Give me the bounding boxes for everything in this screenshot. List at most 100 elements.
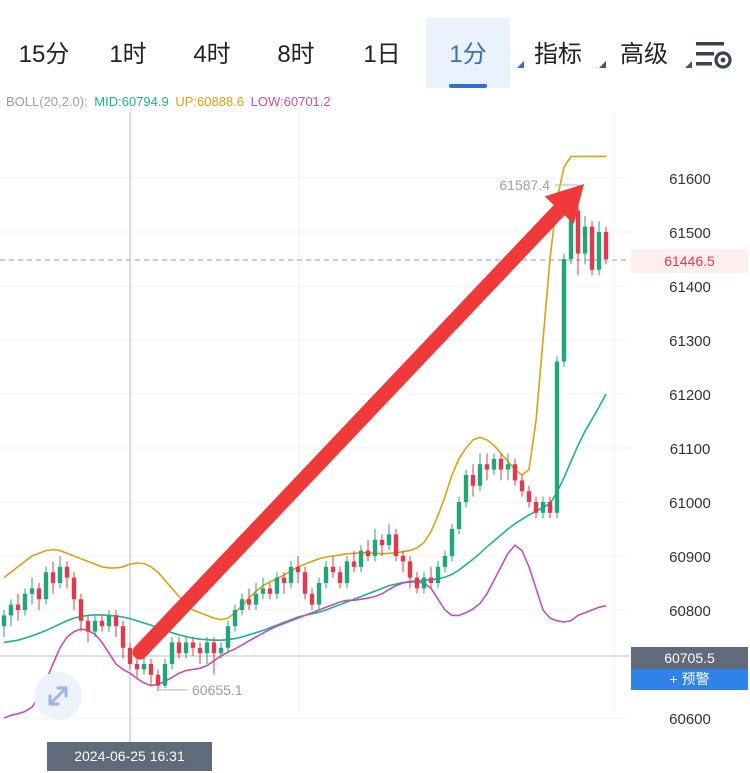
dropdown-corner-icon [685,61,692,68]
timeframe-tabs: 15分 1时 4时 8时 1日 1分 指标 高级 [0,0,750,92]
candle-body [232,610,238,627]
candle-body [92,620,98,632]
candle-body [190,642,196,648]
candle-body [533,502,539,513]
candle-body [512,464,518,481]
candle [22,588,28,616]
candle [379,534,385,556]
tab-1m[interactable]: 1分 [426,18,524,88]
candle [113,610,119,637]
candle [8,599,14,627]
tab-advanced[interactable]: 高级 [606,18,692,88]
candle-body [43,572,49,600]
tab-label: 1分 [449,41,487,68]
tab-label: 4时 [193,41,231,68]
candle-body [519,480,525,492]
candle-body [71,577,77,600]
candle-body [428,577,434,583]
candle-body [596,232,602,270]
candle-body [449,529,455,556]
boll-up: UP:60888.6 [175,94,245,109]
candle [183,637,189,659]
chart-grid [0,112,630,742]
candle-body [162,664,168,686]
y-tick-label: 61600 [669,171,711,188]
candle-body [351,561,357,567]
add-alert-button[interactable]: + 预警 [631,669,748,690]
candle-body [582,226,588,254]
dropdown-corner-icon [517,61,524,68]
candle-body [323,566,329,583]
candle [218,642,224,659]
candle [281,572,287,594]
tab-15m[interactable]: 15分 [4,18,84,88]
candle [120,620,126,659]
candle [484,453,490,481]
candle-body [414,577,420,589]
candle-body [8,604,14,616]
candle-body [421,577,427,589]
candle [92,615,98,637]
candle [407,556,413,589]
tab-8h[interactable]: 8时 [256,18,336,88]
candle [71,572,77,610]
candle-body [253,593,259,605]
tab-label: 1时 [109,41,147,68]
trend-arrow-shaft [132,202,567,660]
candlestick-chart[interactable]: 61587.4 60655.1 61600 61500 61400 61300 61200… [0,112,750,742]
candle-body [36,588,42,600]
candle [57,556,63,589]
candle [491,453,497,475]
boll-bands [3,155,607,719]
candle [554,356,560,519]
candle-body [435,566,441,583]
candle [43,566,49,605]
candle-body [442,556,448,567]
expand-icon [48,686,68,706]
candle [127,642,133,670]
tab-1h[interactable]: 1时 [90,18,166,88]
boll-mid-line [3,393,607,644]
tab-4h[interactable]: 4时 [172,18,252,88]
candle [260,577,266,600]
candle [295,556,301,583]
candle [148,658,154,686]
candle-body [288,566,294,583]
chart-settings-icon[interactable] [694,38,734,72]
tab-1d[interactable]: 1日 [342,18,422,88]
candle [106,610,112,632]
crosshair-time-tag: 2024-06-25 16:31 [47,742,212,771]
candle-body [554,361,560,513]
candle [344,556,350,589]
candle [456,496,462,535]
candle-body [15,604,21,610]
candle-body [477,464,483,486]
candle [533,496,539,519]
candle-body [22,593,28,610]
candle-body [526,491,532,502]
candle [526,485,532,508]
candle-body [484,464,490,470]
candle-body [358,550,364,567]
tab-indicators[interactable]: 指标 [520,18,606,88]
candle [547,496,553,519]
y-tick-label: 61400 [669,279,711,296]
candle-body [64,566,70,578]
candle-body [372,539,378,556]
candle [15,593,21,621]
candle-body [99,620,105,627]
y-tick-label: 60900 [669,549,711,566]
boll-low: LOW:60701.2 [250,94,331,109]
candle [302,566,308,600]
fullscreen-button[interactable] [34,672,82,720]
candle [99,615,105,632]
trend-arrow-head [544,184,584,224]
candle [400,550,406,573]
candle-body [456,502,462,529]
candle-body [295,566,301,573]
crosshair-price-tag: 60705.5 [631,647,748,669]
candle [239,593,245,616]
candle-body [568,210,574,259]
y-tick-label: 60800 [669,603,711,620]
candle [393,529,399,562]
